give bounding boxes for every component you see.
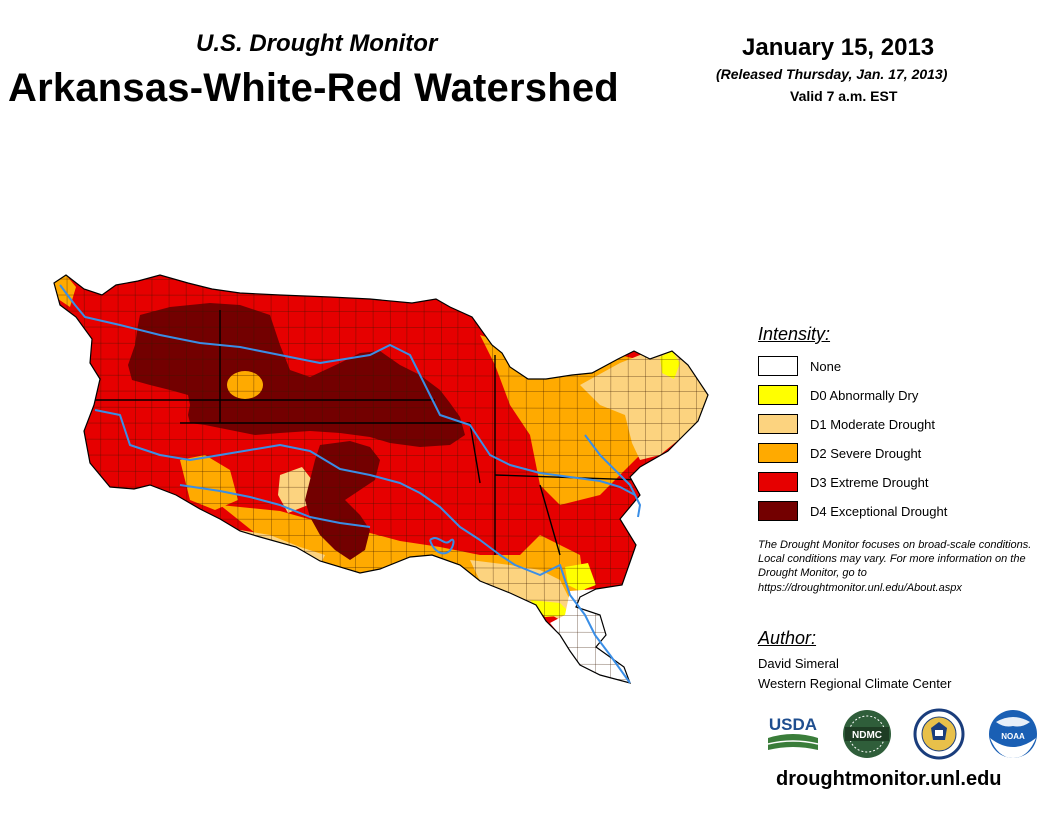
county-line (54, 406, 708, 409)
legend-item-none: None (758, 355, 841, 377)
map-date: January 15, 2013 (742, 34, 935, 61)
legend-label: D0 Abnormally Dry (810, 387, 919, 403)
county-line (54, 390, 708, 392)
legend-label: D3 Extreme Drought (810, 474, 929, 490)
disclaimer-note: The Drought Monitor focuses on broad-sca… (758, 539, 1032, 594)
legend-item-d4: D4 Exceptional Drought (758, 500, 947, 522)
canadian-river (179, 484, 371, 528)
county-line (644, 275, 647, 683)
drought-d1-area-center (278, 467, 312, 513)
map-title: Arkansas-White-Red Watershed (8, 66, 619, 110)
ndmc-logo-text: NDMC (852, 730, 882, 741)
usda-logo[interactable]: USDA (766, 708, 820, 760)
drought-d0-area-ne (660, 351, 680, 379)
noaa-logo[interactable]: NOAA (986, 708, 1040, 760)
author-organization: Western Regional Climate Center (758, 676, 952, 691)
legend-label: D1 Moderate Drought (810, 416, 936, 432)
red-river-oxbow (429, 537, 455, 555)
rivers (59, 284, 641, 684)
legend-item-d0: D0 Abnormally Dry (758, 384, 918, 406)
county-line (54, 598, 708, 601)
usda-logo-text: USDA (769, 715, 817, 734)
legend-swatch (758, 385, 798, 405)
valid-time: Valid 7 a.m. EST (790, 88, 898, 104)
watershed-map (40, 263, 720, 684)
county-line (54, 630, 708, 633)
watershed-outline (53, 274, 709, 684)
county-line (54, 614, 708, 616)
arkansas-river (59, 284, 636, 496)
drought-d0-area-se (530, 600, 572, 617)
legend-label: D4 Exceptional Drought (810, 503, 948, 519)
legend-swatch (758, 414, 798, 434)
drought-d4-area-north (128, 303, 465, 447)
website-link[interactable]: droughtmonitor.unl.edu (776, 768, 1002, 790)
county-line (40, 263, 720, 264)
author-heading: Author: (758, 628, 817, 648)
map-subtitle: U.S. Drought Monitor (196, 30, 438, 57)
legend-label: D2 Severe Drought (810, 445, 922, 461)
county-line (54, 470, 708, 473)
county-line (54, 438, 708, 441)
drought-d4-area-south (305, 441, 380, 560)
county-line (54, 374, 708, 377)
release-date: (Released Thursday, Jan. 17, 2013) (716, 66, 948, 82)
county-line (525, 275, 527, 683)
drought-none-area (550, 589, 630, 683)
county-line (627, 275, 629, 683)
legend-heading: Intensity: (758, 324, 831, 344)
legend-item-d1: D1 Moderate Drought (758, 413, 935, 435)
legend-label: None (810, 358, 842, 374)
county-line (54, 454, 708, 456)
author-name: David Simeral (758, 656, 839, 671)
county-line (678, 275, 680, 683)
legend-swatch (758, 356, 798, 376)
legend-item-d2: D2 Severe Drought (758, 442, 921, 464)
drought-d2-area-west (180, 455, 238, 510)
legend-swatch (758, 443, 798, 463)
legend-swatch (758, 501, 798, 521)
ndmc-logo[interactable]: NDMC (840, 708, 894, 760)
drought-d1-area-east (580, 351, 708, 460)
county-line (695, 275, 698, 683)
county-line (66, 275, 68, 683)
legend-swatch (758, 472, 798, 492)
white-river (584, 434, 641, 518)
commerce-seal-logo[interactable] (912, 708, 966, 760)
drought-d0-area-e (565, 563, 596, 591)
noaa-logo-text: NOAA (1001, 732, 1025, 741)
red-river (94, 409, 631, 684)
county-line (54, 646, 708, 648)
drought-d0-area-far-e (640, 477, 660, 497)
legend-item-d3: D3 Extreme Drought (758, 471, 929, 493)
